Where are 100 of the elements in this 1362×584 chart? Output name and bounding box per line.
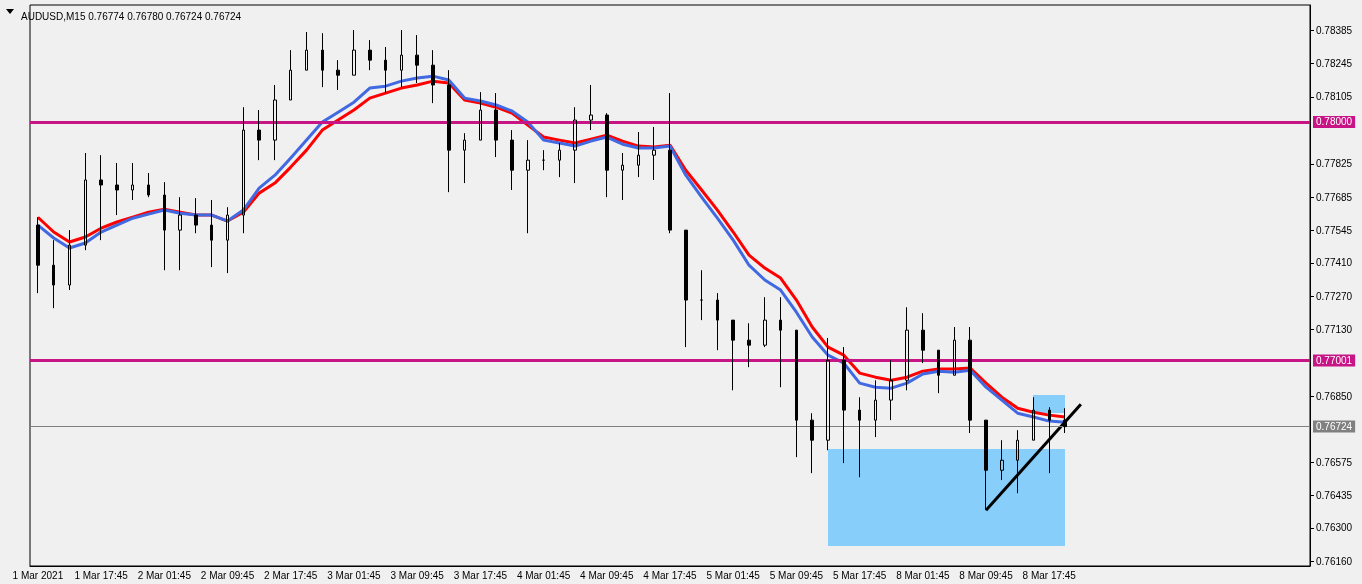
candlestick [589, 84, 593, 131]
candlestick [463, 132, 466, 184]
x-tick-label: 8 Mar 01:45 [896, 569, 950, 581]
y-tick-label: 0.76435 [1316, 490, 1353, 502]
candlestick [953, 326, 956, 376]
x-tick-label: 4 Mar 17:45 [643, 569, 698, 581]
candlestick [226, 206, 229, 274]
candlestick [68, 229, 71, 291]
candlestick [747, 322, 751, 368]
candlestick [573, 106, 577, 184]
x-tick-label: 2 Mar 01:45 [137, 569, 192, 581]
candlestick [810, 412, 814, 474]
candlestick [842, 346, 846, 464]
candlestick [558, 142, 561, 178]
candlestick [826, 337, 830, 451]
candlestick [273, 84, 277, 161]
candlestick [321, 32, 324, 88]
candlestick [905, 306, 909, 391]
y-tick-label: 0.76850 [1316, 391, 1353, 403]
candlestick [257, 109, 261, 161]
candlestick [1032, 396, 1035, 441]
y-tick-label: 0.78105 [1316, 91, 1353, 103]
candlestick [115, 162, 119, 216]
x-tick-label: 3 Mar 01:45 [327, 569, 382, 581]
candlestick [52, 239, 55, 309]
x-tick-label: 8 Mar 09:45 [959, 569, 1014, 581]
y-tick-label: 0.76575 [1316, 456, 1353, 468]
candlestick [336, 59, 340, 91]
candlestick [384, 46, 387, 94]
candlestick [194, 197, 198, 234]
candlestick [400, 29, 403, 88]
candlestick [479, 91, 482, 141]
candlestick [163, 181, 166, 271]
candlestick [494, 92, 498, 158]
x-tick-label: 3 Mar 17:45 [453, 569, 508, 581]
x-tick-label: 5 Mar 09:45 [769, 569, 824, 581]
x-tick-label: 8 Mar 17:45 [1022, 569, 1077, 581]
candlestick [889, 359, 893, 421]
candlestick [621, 152, 624, 201]
candlestick [447, 69, 451, 193]
x-tick-label: 1 Mar 17:45 [74, 569, 129, 581]
candlestick [99, 154, 103, 241]
candlestick [716, 292, 719, 351]
candlestick [352, 29, 356, 76]
candlestick [874, 379, 877, 438]
candlestick [526, 139, 530, 234]
y-tick-label: 0.77545 [1316, 225, 1353, 237]
candlestick [1063, 407, 1067, 434]
y-tick-label: 0.78385 [1316, 24, 1353, 36]
candlestick [763, 296, 767, 348]
x-tick-label: 4 Mar 09:45 [580, 569, 634, 581]
y-tick-label: 0.78245 [1316, 57, 1353, 69]
x-tick-label: 3 Mar 09:45 [390, 569, 445, 581]
text: AUDUSD,M15 0.76774 0.76780 0.76724 0.76724 [21, 10, 242, 22]
y-tick-label: 0.76160 [1316, 555, 1353, 567]
candlestick [431, 49, 435, 104]
candlestick [700, 269, 703, 321]
candlestick [921, 312, 925, 364]
candlestick [858, 396, 861, 478]
x-tick-label: 4 Mar 01:45 [516, 569, 571, 581]
candlestick [542, 149, 545, 171]
x-tick-label: 2 Mar 17:45 [264, 569, 318, 581]
candlestick [779, 296, 782, 388]
candlestick [210, 199, 213, 268]
candlestick [147, 172, 150, 198]
candlestick [684, 229, 688, 348]
candlestick [1048, 406, 1051, 474]
candlestick [289, 49, 292, 101]
candlestick [415, 34, 419, 84]
candlestick [795, 329, 798, 458]
y-tick-label: 0.77270 [1316, 290, 1353, 302]
y-tick-label: 0.77410 [1316, 257, 1353, 269]
y-tick-label: 0.76300 [1316, 522, 1353, 534]
candlestick [36, 216, 40, 294]
candlestick [84, 152, 87, 251]
y-tick-label: 0.77130 [1316, 324, 1353, 336]
candlestick [368, 39, 372, 71]
candlestick [968, 326, 972, 434]
candlestick [668, 92, 672, 234]
candlestick [652, 126, 656, 181]
candlestick [510, 129, 514, 191]
candlestick [1016, 429, 1019, 494]
candlestick [637, 131, 640, 178]
x-tick-label: 2 Mar 09:45 [200, 569, 255, 581]
x-tick-label: 5 Mar 01:45 [706, 569, 761, 581]
y-tick-label: 0.77685 [1316, 191, 1353, 203]
x-tick-label: 5 Mar 17:45 [832, 569, 887, 581]
candlestick [937, 349, 940, 394]
y-tick-label: 0.77825 [1316, 158, 1353, 170]
ref-line-label: 0.76724 [1316, 421, 1353, 433]
candlestick [605, 112, 609, 198]
ref-line-label: 0.77001 [1316, 354, 1353, 366]
candlestick [131, 162, 134, 201]
ref-line-label: 0.78000 [1316, 116, 1353, 128]
candlestick [178, 196, 182, 271]
x-tick-label: 1 Mar 2021 [12, 569, 64, 581]
candlestick [1000, 439, 1004, 481]
candlestick [731, 319, 735, 391]
candlestick [305, 31, 308, 71]
candlestick [242, 106, 245, 234]
